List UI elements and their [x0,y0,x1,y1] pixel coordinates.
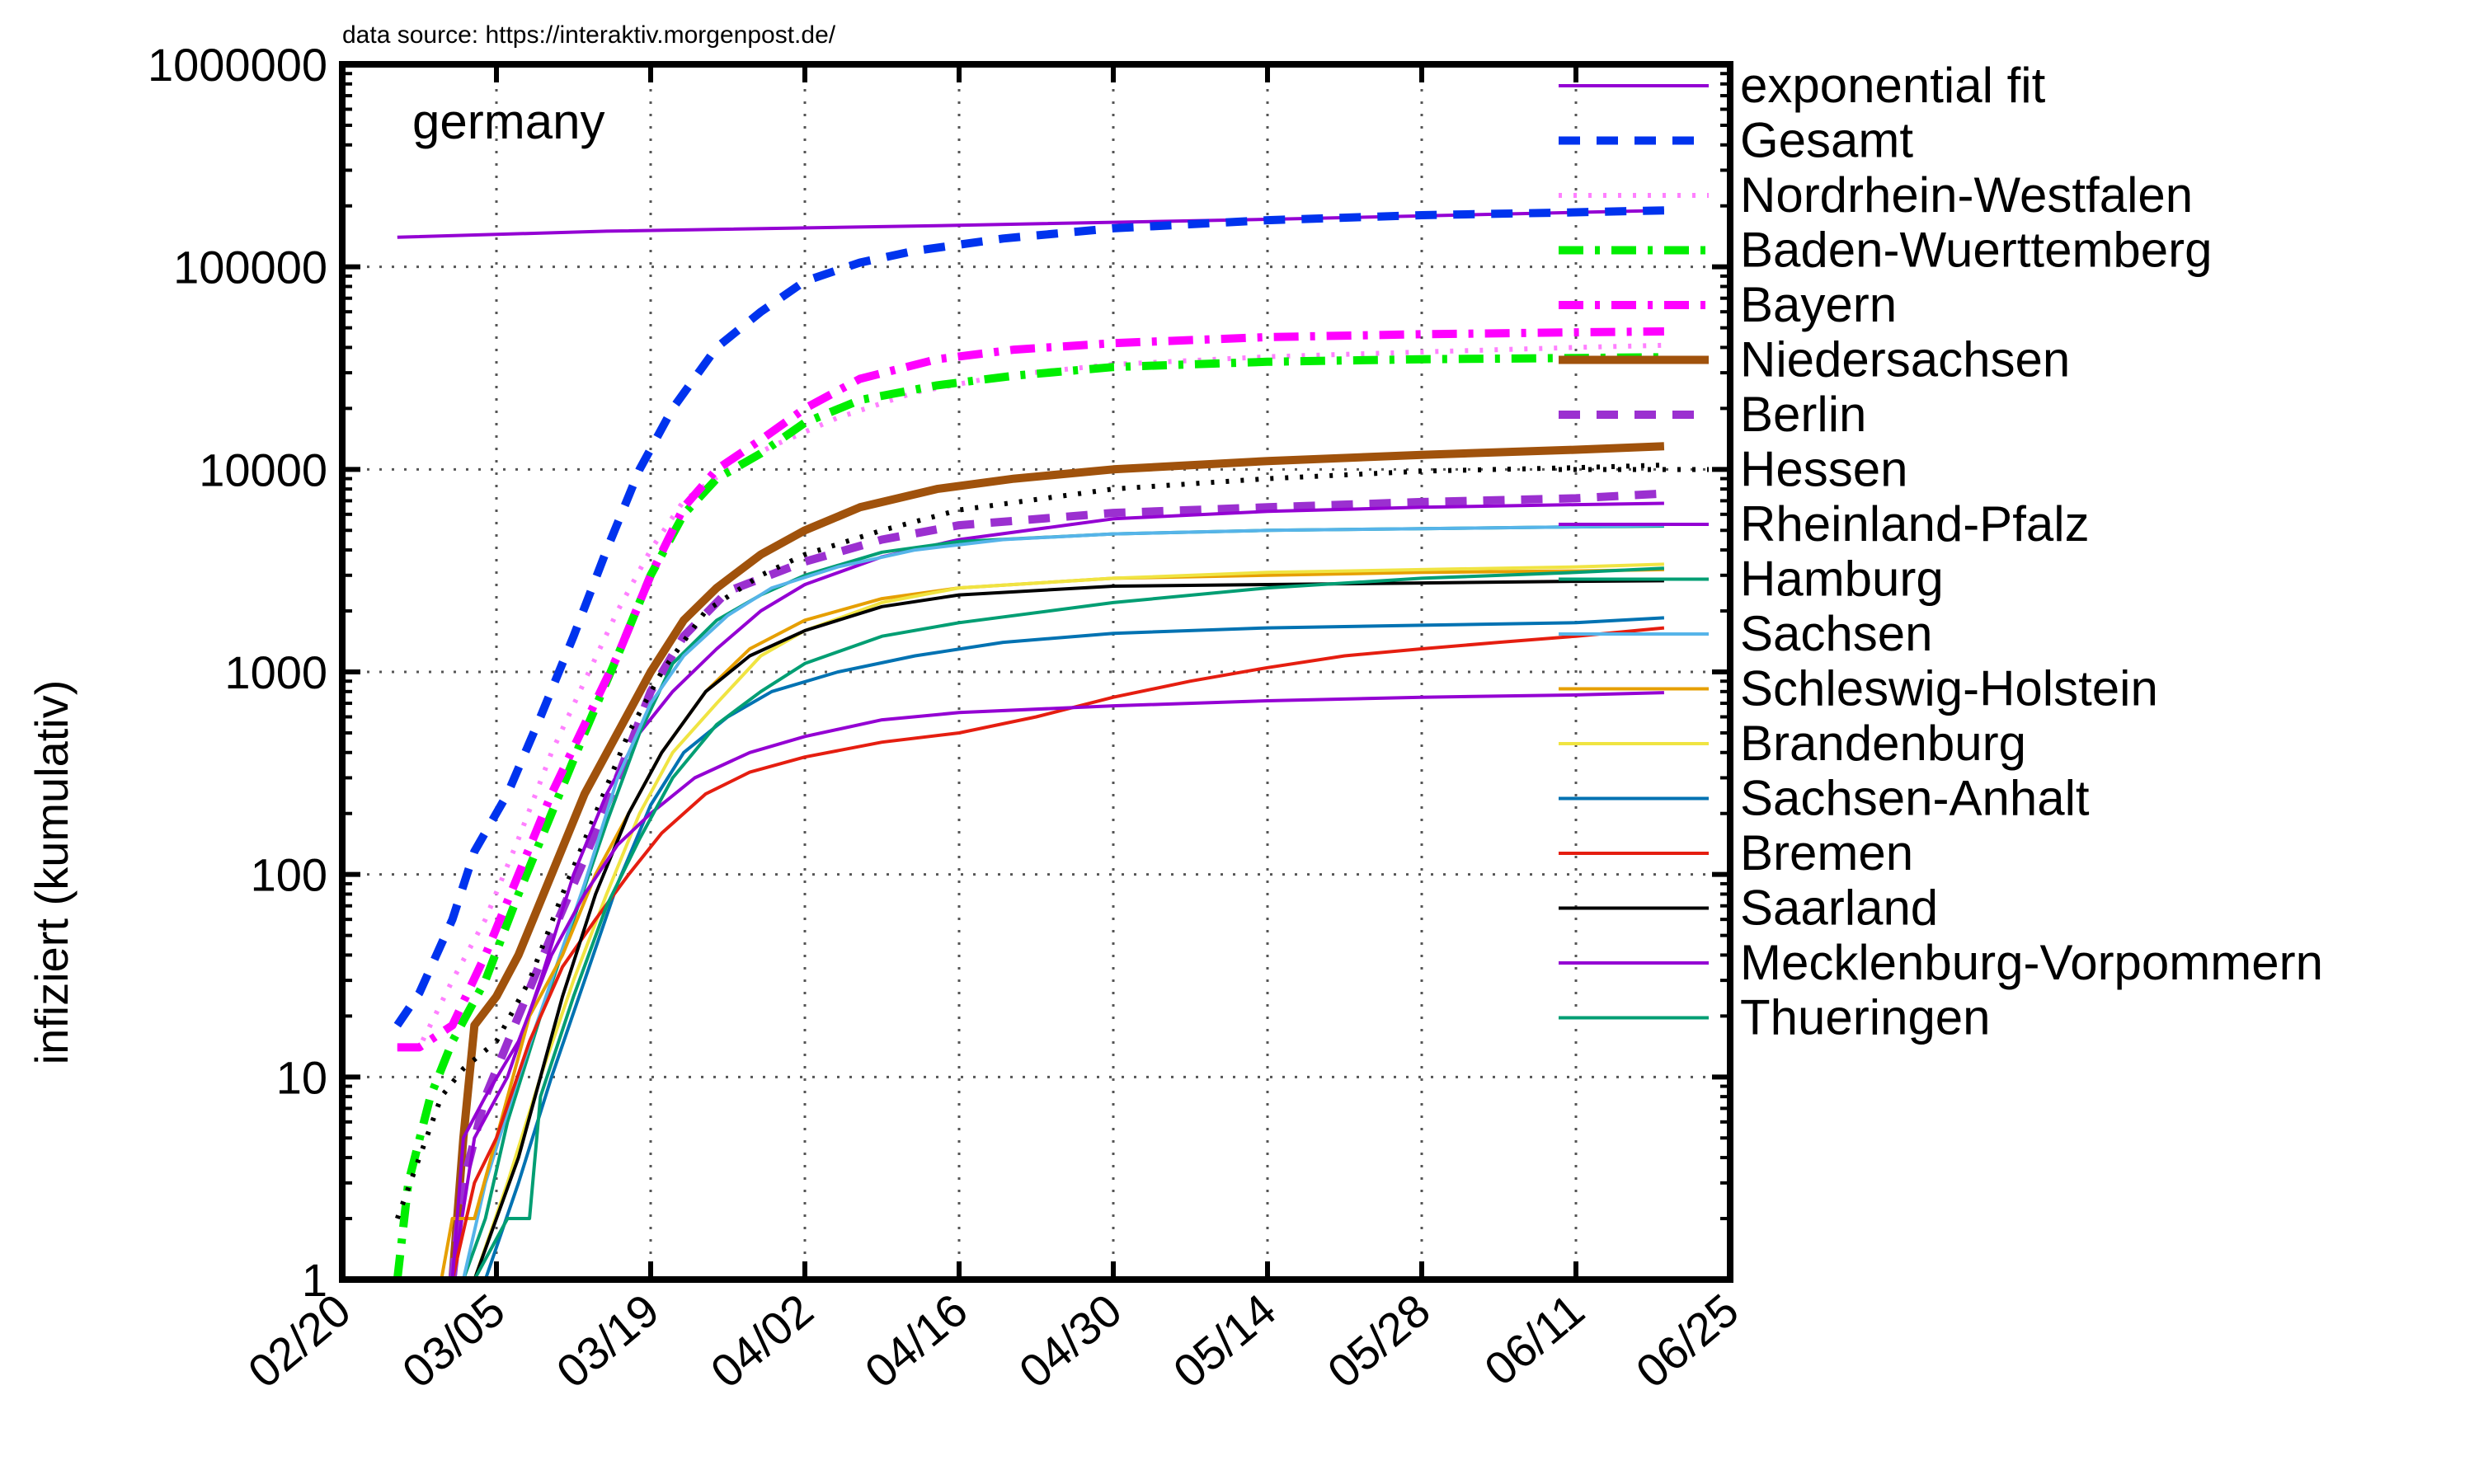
legend-label: Hessen [1740,442,1907,497]
y-axis-label: infiziert (kumulativ) [26,680,78,1065]
x-tick-label: 06/25 [1626,1284,1748,1397]
y-tick-label: 1000 [224,646,327,698]
series-line [397,209,1664,239]
legend-label: Bayern [1740,277,1897,332]
x-tick-label: 04/16 [855,1284,977,1397]
series-line [393,206,1665,1028]
series-line [461,524,1664,1280]
legend-label: Baden-Wuerttemberg [1740,223,2213,278]
legend-label: Gesamt [1740,113,1913,168]
series-line [473,562,1664,1280]
legend-label: Mecklenburg-Vorpommern [1740,935,2323,990]
x-tick-label: 05/14 [1164,1284,1286,1397]
x-tick-label: 03/19 [547,1284,669,1397]
y-tick-label: 10 [276,1051,327,1103]
series-line [462,524,1664,1280]
legend-label: Sachsen-Anhalt [1740,771,2090,826]
legend-label: Nordrhein-Westfalen [1740,167,2193,223]
y-tick-label: 100000 [173,242,327,294]
y-tick-label: 10000 [199,444,327,495]
y-tick-label: 1 [302,1254,327,1306]
series-line [450,691,1664,1280]
series-line [394,463,1664,1220]
legend-label: Thueringen [1740,990,1991,1045]
x-tick-label: 04/02 [701,1284,823,1397]
inplot-label: germany [412,94,604,149]
series-layer [393,206,1665,1280]
grid [342,64,1730,1280]
y-tick-label: 100 [251,849,327,901]
legend-label: Bremen [1740,825,1913,881]
x-tick-label: 03/05 [393,1284,515,1397]
series-line [473,579,1664,1280]
series-line [450,626,1665,1280]
legend-label: Berlin [1740,387,1866,442]
legend-label: Schleswig-Holstein [1740,661,2158,716]
x-tick-label: 06/11 [1475,1284,1594,1396]
series-line [393,353,1664,1280]
legend-label: Brandenburg [1740,716,2026,771]
x-tick-label: 02/20 [238,1284,360,1397]
x-tick-label: 04/30 [1009,1284,1131,1397]
series-line [448,442,1665,1280]
series-line [397,342,1664,1050]
legend-label: Hamburg [1740,552,1944,607]
series-line [483,616,1665,1280]
legend-label: Rheinland-Pfalz [1740,496,2090,552]
x-tick-label: 05/28 [1318,1284,1440,1397]
legend-label: exponential fit [1740,58,2046,113]
source-note: data source: https://interaktiv.morgenpo… [342,21,836,49]
axis-ticks: 1 10 100 1000 10000 100000 1000000 02/20 03/05 03… [148,39,1748,1397]
series-line [440,567,1664,1280]
legend-label: Sachsen [1740,606,1933,661]
series-line [397,327,1664,1052]
legend-label: Saarland [1740,881,1938,936]
legend-label: Niedersachsen [1740,332,2070,387]
series-line [473,566,1664,1280]
y-tick-label: 1000000 [148,39,327,91]
legend: exponential fitGesamtNordrhein-Westfalen… [1559,58,2323,1045]
